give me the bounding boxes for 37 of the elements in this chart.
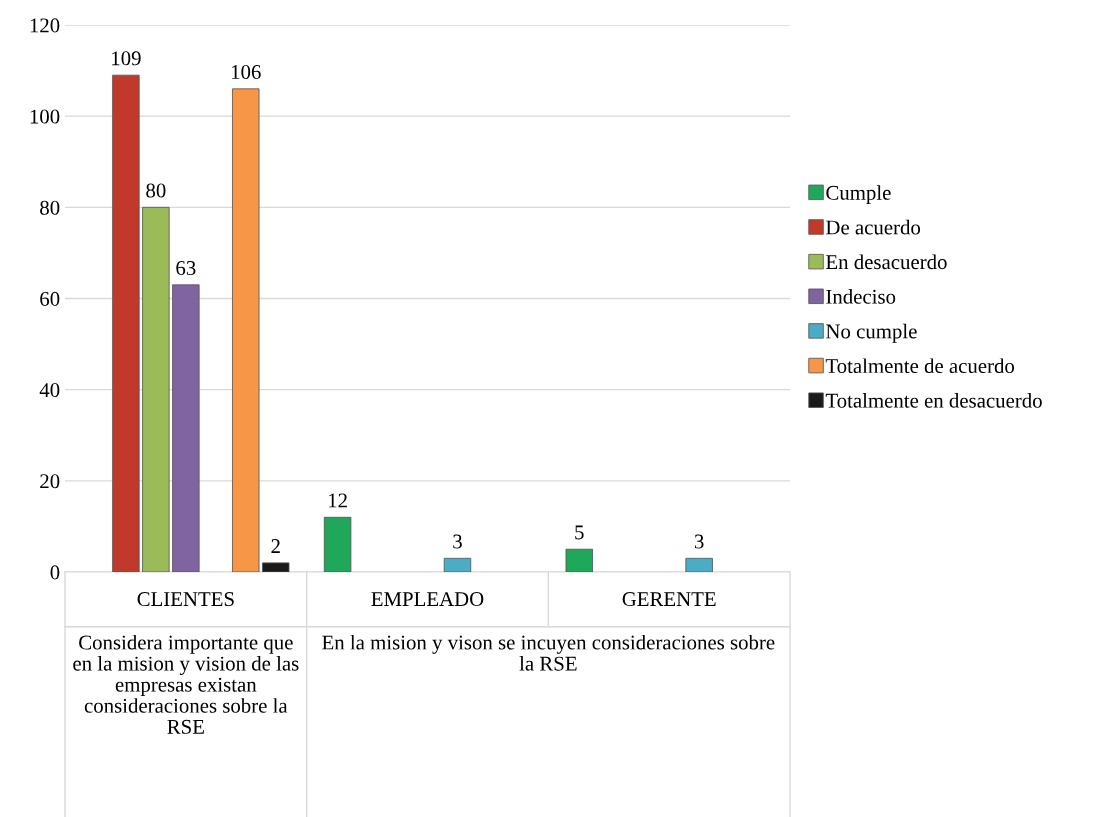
- data-label: 106: [231, 64, 261, 80]
- y-tick-label: 20: [40, 474, 60, 489]
- data-label: 2: [271, 539, 280, 553]
- bar: [172, 284, 200, 572]
- y-tick-label: 40: [39, 383, 60, 398]
- x-tick-label: EMPLEADO: [371, 592, 484, 607]
- bar: [142, 206, 170, 572]
- bar: [565, 548, 593, 572]
- data-label: 80: [146, 183, 166, 198]
- y-tick-label: 100: [30, 109, 60, 124]
- bar: [112, 74, 140, 572]
- bar: [443, 557, 472, 572]
- legend-label: Indeciso: [826, 289, 896, 304]
- text: Considera importante que en la mision y vision de las empresas existan consideraciones sobre la RSE: [73, 634, 299, 734]
- data-label: 3: [694, 534, 704, 549]
- x-tick-label: GERENTE: [622, 592, 716, 607]
- legend-label: Totalmente de acuerdo: [825, 358, 1015, 374]
- bar: [685, 557, 713, 572]
- bar: [262, 562, 290, 572]
- bar: [323, 516, 352, 572]
- legend-label: Totalmente en desacuerdo: [825, 393, 1042, 408]
- y-tick-label: 60: [40, 291, 60, 306]
- data-label: 5: [575, 525, 584, 540]
- data-label: 63: [176, 261, 196, 276]
- y-tick-label: 0: [50, 565, 60, 580]
- text: En la mision y vison se incuyen consideraciones sobre la RSE: [322, 634, 775, 671]
- bar: [232, 88, 260, 572]
- data-label: 3: [453, 534, 462, 549]
- legend-label: De acuerdo: [826, 219, 921, 235]
- legend-label: En desacuerdo: [826, 254, 947, 270]
- y-tick-label: 120: [30, 18, 60, 33]
- x-tick-label: CLIENTES: [137, 592, 234, 607]
- data-label: 12: [329, 493, 347, 508]
- legend-label: Cumple: [826, 185, 891, 205]
- data-label: 109: [112, 51, 141, 66]
- legend-label: No cumple: [826, 323, 917, 343]
- y-tick-label: 80: [40, 200, 60, 215]
